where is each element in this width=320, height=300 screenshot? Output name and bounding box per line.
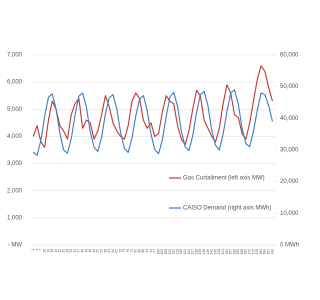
x-tick-label: 43 bbox=[84, 249, 88, 253]
x-tick-label: 19 bbox=[54, 249, 58, 253]
x-tick-label: 82 bbox=[134, 249, 138, 253]
x-tick-label: 139 bbox=[206, 249, 210, 255]
x-tick-label: 148 bbox=[217, 249, 221, 255]
y-tick-label: 3,000 bbox=[7, 161, 23, 167]
x-tick-label: 28 bbox=[65, 249, 69, 253]
legend-label: CAISO Demand (right axis MWh) bbox=[183, 206, 271, 212]
legend-label: Gas Curtailment (left axis MW) bbox=[183, 176, 265, 182]
x-tick-label: 22 bbox=[58, 249, 62, 253]
x-tick-label: 46 bbox=[88, 249, 92, 253]
x-tick-label: 10 bbox=[43, 249, 47, 253]
x-tick-label: 58 bbox=[103, 249, 107, 253]
x-tick-label: 190 bbox=[270, 249, 274, 255]
x-tick-label: 70 bbox=[118, 249, 122, 253]
y-tick-label: 6,000 bbox=[7, 80, 23, 86]
x-tick-label: 136 bbox=[202, 249, 206, 255]
x-tick-label: 4 bbox=[35, 249, 39, 251]
x-tick-label: 178 bbox=[255, 249, 259, 255]
y-tick-label: - MW bbox=[8, 243, 23, 249]
x-tick-label: 154 bbox=[225, 249, 229, 255]
x-tick-label: 175 bbox=[251, 249, 255, 255]
x-tick-label: 1 bbox=[31, 249, 35, 251]
x-tick-label: 52 bbox=[96, 249, 100, 253]
x-tick-label: 169 bbox=[244, 249, 248, 255]
x-tick-label: 112 bbox=[172, 249, 176, 254]
x-tick-label: 133 bbox=[198, 249, 202, 255]
x-tick-label: 64 bbox=[111, 249, 115, 253]
x-tick-label: 85 bbox=[137, 249, 141, 253]
x-tick-label: 76 bbox=[126, 249, 130, 253]
x-tick-label: 166 bbox=[240, 249, 244, 255]
y2-tick-label: 40,000 bbox=[280, 116, 299, 122]
y-tick-label: 4,000 bbox=[7, 134, 23, 140]
x-tick-label: 163 bbox=[236, 249, 240, 255]
x-tick-label: 109 bbox=[168, 249, 172, 255]
x-tick-label: 160 bbox=[232, 249, 236, 255]
y-tick-label: 7,000 bbox=[7, 53, 23, 59]
y-tick-label: 5,000 bbox=[7, 107, 23, 113]
x-tick-label: 91 bbox=[145, 249, 149, 253]
x-tick-label: 127 bbox=[191, 249, 195, 255]
series-line bbox=[32, 89, 274, 156]
x-tick-label: 103 bbox=[160, 249, 164, 255]
x-tick-label: 40 bbox=[80, 249, 84, 253]
x-tick-label: 55 bbox=[99, 249, 103, 253]
x-tick-label: 7 bbox=[39, 249, 43, 251]
x-tick-label: 130 bbox=[194, 249, 198, 255]
x-tick-label: 73 bbox=[122, 249, 126, 253]
x-tick-label: 13 bbox=[46, 249, 50, 253]
y2-tick-label: 60,000 bbox=[280, 53, 299, 59]
x-tick-label: 184 bbox=[263, 249, 267, 255]
x-tick-label: 49 bbox=[92, 249, 96, 253]
x-tick-label: 97 bbox=[153, 249, 157, 253]
x-tick-label: 31 bbox=[69, 249, 73, 253]
x-tick-label: 145 bbox=[213, 249, 217, 255]
y-tick-label: 1,000 bbox=[7, 215, 23, 221]
x-tick-label: 172 bbox=[248, 249, 252, 255]
x-tick-label: 88 bbox=[141, 249, 145, 253]
x-tick-label: 100 bbox=[156, 249, 160, 255]
x-tick-label: 121 bbox=[183, 249, 187, 255]
x-tick-label: 187 bbox=[267, 249, 271, 255]
x-tick-label: 67 bbox=[115, 249, 119, 253]
y2-tick-label: 30,000 bbox=[280, 148, 299, 154]
x-tick-label: 181 bbox=[259, 249, 263, 255]
y2-tick-label: 0 MWh bbox=[280, 243, 299, 249]
x-tick-label: 79 bbox=[130, 249, 134, 253]
x-tick-label: 106 bbox=[164, 249, 168, 255]
x-tick-label: 34 bbox=[73, 249, 77, 253]
y-tick-label: 2,000 bbox=[7, 188, 23, 194]
x-tick-label: 157 bbox=[229, 249, 233, 255]
x-tick-label: 94 bbox=[149, 249, 153, 253]
y2-tick-label: 50,000 bbox=[280, 84, 299, 90]
x-tick-label: 142 bbox=[210, 249, 214, 255]
x-tick-label: 16 bbox=[50, 249, 54, 253]
x-tick-label: 124 bbox=[187, 249, 191, 255]
x-tick-label: 118 bbox=[179, 249, 183, 254]
x-tick-label: 151 bbox=[221, 249, 225, 255]
series-line bbox=[32, 65, 273, 148]
y2-tick-label: 10,000 bbox=[280, 211, 299, 217]
y2-tick-label: 20,000 bbox=[280, 179, 299, 185]
x-tick-label: 115 bbox=[175, 249, 179, 254]
x-tick-label: 61 bbox=[107, 249, 111, 253]
x-tick-label: 25 bbox=[61, 249, 65, 253]
x-tick-label: 37 bbox=[77, 249, 81, 253]
chart: - MW 1,000 2,000 3,000 4,000 5,000 6,000 7,000 0… bbox=[7, 53, 299, 255]
